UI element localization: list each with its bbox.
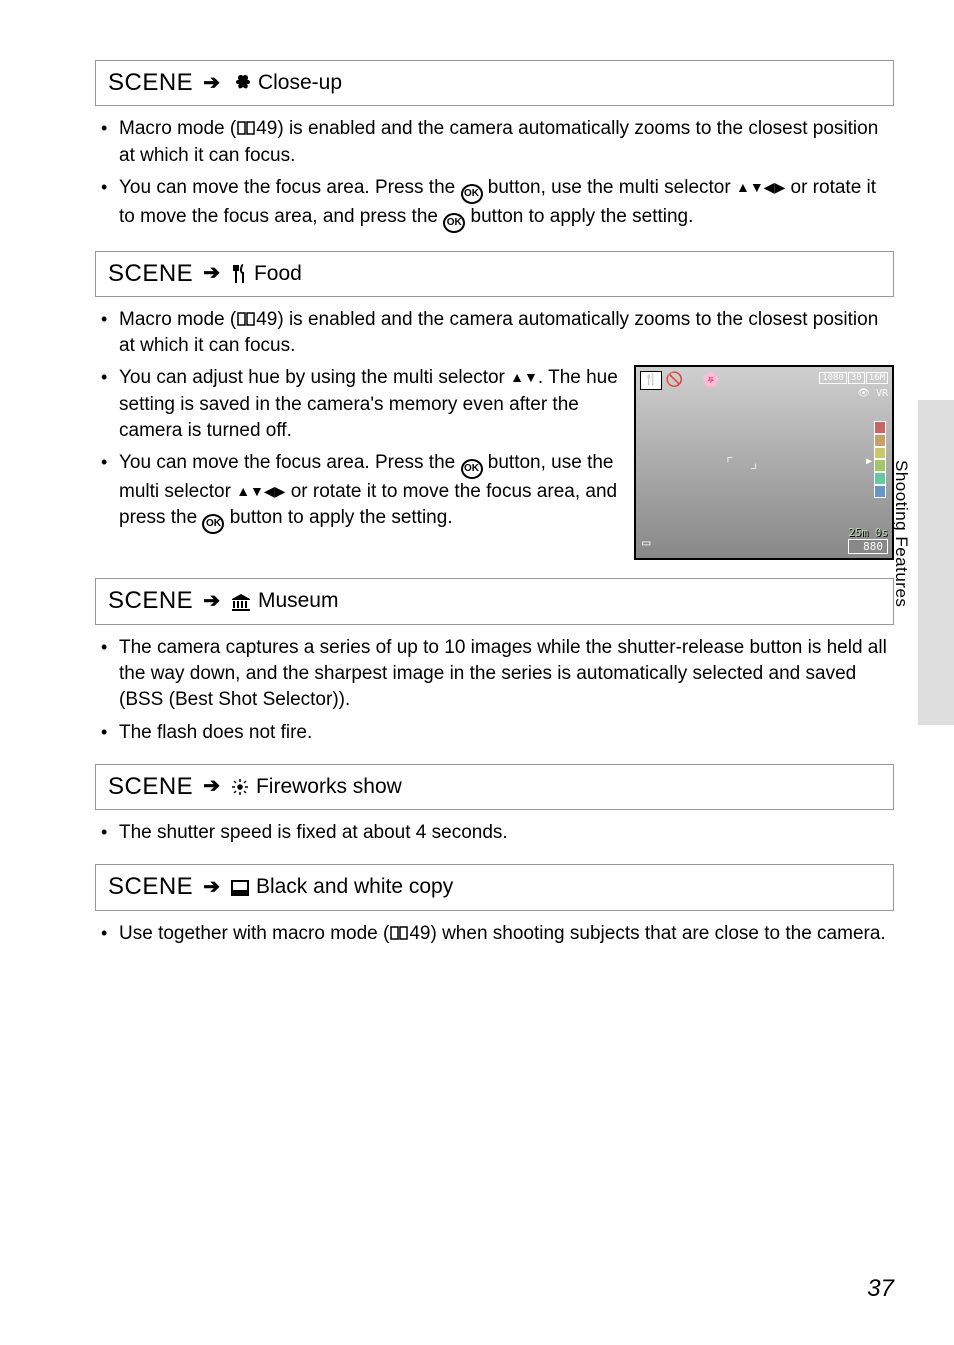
ok-button-icon: OK xyxy=(202,514,224,534)
list-item: You can move the focus area. Press the O… xyxy=(99,175,894,233)
heading-closeup: SCENE ➔ Close-up xyxy=(95,60,894,106)
list-item: You can adjust hue by using the multi se… xyxy=(99,365,620,444)
macro-icon: 🌸 xyxy=(702,371,719,390)
mode-name: Museum xyxy=(258,587,339,615)
list-item: The camera captures a series of up to 10… xyxy=(99,635,894,714)
arrow-right-icon: ➔ xyxy=(203,874,220,901)
battery-icon: ▭ xyxy=(642,534,650,553)
bullet-list: The shutter speed is fixed at about 4 se… xyxy=(95,820,894,846)
bullet-list: The camera captures a series of up to 10… xyxy=(95,635,894,746)
mode-name: Fireworks show xyxy=(256,773,402,801)
section-closeup: SCENE ➔ Close-up Macro mode (49) is enab… xyxy=(95,60,894,233)
arrow-right-icon: ➔ xyxy=(203,773,220,800)
vr-icon: 👁 VR xyxy=(818,387,888,401)
heading-museum: SCENE ➔ Museum xyxy=(95,578,894,624)
list-item: The shutter speed is fixed at about 4 se… xyxy=(99,820,894,846)
lcd-top-left: 🍴 🚫 xyxy=(640,371,683,390)
hue-bar xyxy=(874,421,886,497)
mode-name: Black and white copy xyxy=(256,873,453,901)
multi-selector-udlr-icon: ▲▼◀▶ xyxy=(236,483,285,499)
page-ref-icon xyxy=(236,311,256,327)
heading-bwcopy: SCENE ➔ Black and white copy xyxy=(95,864,894,910)
museum-icon xyxy=(230,593,252,611)
side-label: Shooting Features xyxy=(889,460,912,607)
ok-button-icon: OK xyxy=(461,459,483,479)
cutlery-icon xyxy=(230,264,248,284)
ok-button-icon: OK xyxy=(443,213,465,233)
heading-food: SCENE ➔ Food xyxy=(95,251,894,297)
scene-label: SCENE xyxy=(108,258,193,290)
mode-badge-icon: 🍴 xyxy=(640,371,662,390)
list-item: The flash does not fire. xyxy=(99,720,894,746)
mode-name: Food xyxy=(254,260,302,288)
side-tab xyxy=(918,400,954,725)
section-museum: SCENE ➔ Museum The camera captures a ser… xyxy=(95,578,894,745)
lcd-top-right: 10803016M 👁 VR xyxy=(818,371,888,400)
scene-label: SCENE xyxy=(108,771,193,803)
arrow-right-icon: ➔ xyxy=(203,70,220,97)
bullet-list: You can adjust hue by using the multi se… xyxy=(95,365,620,540)
macro-flower-icon xyxy=(230,73,252,93)
fireworks-icon xyxy=(230,777,250,797)
page-ref-icon xyxy=(389,925,409,941)
arrow-right-icon: ➔ xyxy=(203,260,220,287)
hue-pointer-icon: ▶ xyxy=(866,455,872,469)
list-item: Macro mode (49) is enabled and the camer… xyxy=(99,307,894,359)
scene-label: SCENE xyxy=(108,871,193,903)
arrow-right-icon: ➔ xyxy=(203,588,220,615)
multi-selector-ud-icon: ▲▼ xyxy=(510,369,538,385)
bw-copy-icon xyxy=(230,879,250,897)
page-ref-icon xyxy=(236,120,256,136)
lcd-bottom-right: 25m 0s 880 xyxy=(848,526,888,554)
section-food: SCENE ➔ Food Macro mode (49) is enabled … xyxy=(95,251,894,561)
bullet-list: Use together with macro mode (49) when s… xyxy=(95,921,894,947)
section-bwcopy: SCENE ➔ Black and white copy Use togethe… xyxy=(95,864,894,947)
list-item: Use together with macro mode (49) when s… xyxy=(99,921,894,947)
page-number: 37 xyxy=(867,1273,894,1305)
multi-selector-udlr-icon: ▲▼◀▶ xyxy=(736,179,785,195)
bullet-list: Macro mode (49) is enabled and the camer… xyxy=(95,116,894,232)
heading-fireworks: SCENE ➔ Fireworks show xyxy=(95,764,894,810)
focus-brackets-icon: ⌜⌟ xyxy=(725,452,772,474)
bullet-list: Macro mode (49) is enabled and the camer… xyxy=(95,307,894,359)
lcd-preview: 🍴 🚫 🌸 10803016M 👁 VR ⌜⌟ ▶ 25m 0s 880 ▭ xyxy=(634,365,894,560)
section-fireworks: SCENE ➔ Fireworks show The shutter speed… xyxy=(95,764,894,847)
scene-label: SCENE xyxy=(108,67,193,99)
scene-label: SCENE xyxy=(108,585,193,617)
list-item: You can move the focus area. Press the O… xyxy=(99,450,620,534)
list-item: Macro mode (49) is enabled and the camer… xyxy=(99,116,894,168)
flash-off-icon: 🚫 xyxy=(666,371,683,390)
ok-button-icon: OK xyxy=(461,184,483,204)
mode-name: Close-up xyxy=(258,69,342,97)
